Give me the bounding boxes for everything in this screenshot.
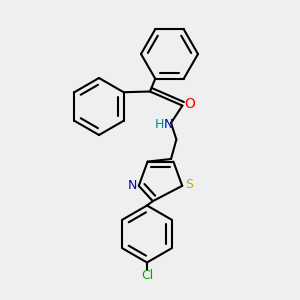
Text: N: N	[128, 179, 137, 192]
Text: N: N	[163, 118, 173, 131]
Text: Cl: Cl	[141, 269, 153, 282]
Text: S: S	[185, 178, 193, 191]
Text: H: H	[155, 118, 164, 131]
Text: O: O	[184, 98, 195, 111]
